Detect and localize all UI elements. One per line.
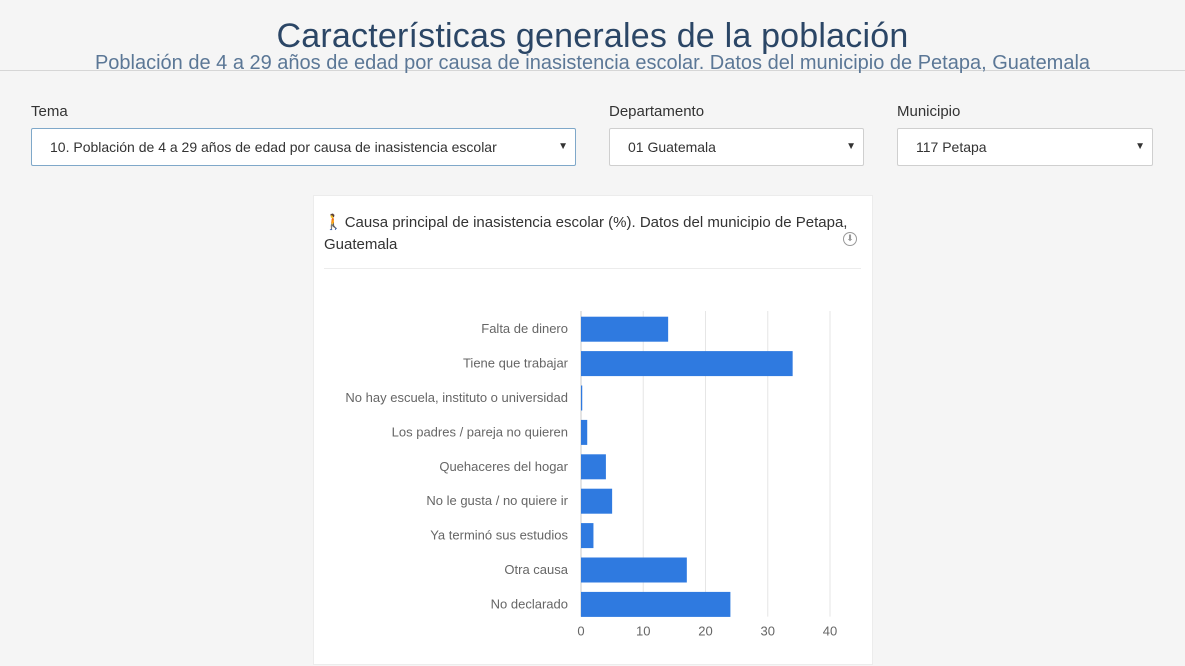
chart-panel: 🚶 Causa principal de inasistencia escolar… bbox=[313, 195, 873, 665]
bar[interactable] bbox=[581, 419, 588, 445]
municipio-select[interactable]: 117 Petapa ▼ bbox=[897, 128, 1153, 166]
category-label: No hay escuela, instituto o universidad bbox=[345, 390, 568, 405]
panel-divider bbox=[324, 268, 861, 269]
bar[interactable] bbox=[581, 591, 731, 617]
tema-field: Tema 10. Población de 4 a 29 años de eda… bbox=[31, 103, 576, 166]
x-tick-label: 0 bbox=[577, 624, 584, 639]
chart-title: 🚶 Causa principal de inasistencia escolar… bbox=[324, 212, 854, 256]
category-label: Falta de dinero bbox=[481, 321, 568, 336]
category-label: No declarado bbox=[491, 596, 568, 611]
tema-label: Tema bbox=[31, 103, 68, 120]
chevron-down-icon: ▼ bbox=[1135, 141, 1145, 152]
x-tick-label: 30 bbox=[761, 624, 775, 639]
walking-person-icon: 🚶 bbox=[324, 214, 343, 231]
bar[interactable] bbox=[581, 316, 669, 342]
bar[interactable] bbox=[581, 385, 583, 411]
x-tick-label: 20 bbox=[698, 624, 712, 639]
page-header: Características generales de la població… bbox=[0, 0, 1185, 74]
category-label: Ya terminó sus estudios bbox=[430, 528, 568, 543]
page-title: Características generales de la població… bbox=[276, 17, 909, 55]
category-label: Otra causa bbox=[504, 562, 568, 577]
departamento-select-value: 01 Guatemala bbox=[628, 139, 716, 155]
municipio-field: Municipio 117 Petapa ▼ bbox=[897, 103, 1153, 166]
bar[interactable] bbox=[581, 454, 606, 480]
category-label: Tiene que trabajar bbox=[463, 356, 569, 371]
departamento-field: Departamento 01 Guatemala ▼ bbox=[609, 103, 864, 166]
chart-title-text: Causa principal de inasistencia escolar … bbox=[324, 214, 848, 253]
x-tick-label: 10 bbox=[636, 624, 650, 639]
chevron-down-icon: ▼ bbox=[558, 141, 568, 152]
departamento-label: Departamento bbox=[609, 103, 705, 120]
bar[interactable] bbox=[581, 351, 793, 377]
municipio-select-value: 117 Petapa bbox=[916, 139, 987, 155]
bar[interactable] bbox=[581, 523, 594, 549]
tema-select[interactable]: 10. Población de 4 a 29 años de edad por… bbox=[31, 128, 576, 166]
bar-chart: 0 10 20 30 40 Falta de dinero Tiene que trabaj… bbox=[345, 311, 837, 639]
bar[interactable] bbox=[581, 488, 613, 514]
departamento-select[interactable]: 01 Guatemala ▼ bbox=[609, 128, 864, 166]
page-subtitle: Población de 4 a 29 años de edad por cau… bbox=[94, 52, 1091, 74]
tema-select-value: 10. Población de 4 a 29 años de edad por… bbox=[50, 139, 497, 155]
category-label: Quehaceres del hogar bbox=[439, 459, 568, 474]
category-label: No le gusta / no quiere ir bbox=[426, 493, 568, 508]
category-label: Los padres / pareja no quieren bbox=[392, 424, 568, 439]
download-icon[interactable]: ⬇ bbox=[843, 232, 857, 246]
chevron-down-icon: ▼ bbox=[846, 141, 856, 152]
x-tick-label: 40 bbox=[823, 624, 837, 639]
municipio-label: Municipio bbox=[897, 103, 961, 120]
bar[interactable] bbox=[581, 557, 687, 583]
